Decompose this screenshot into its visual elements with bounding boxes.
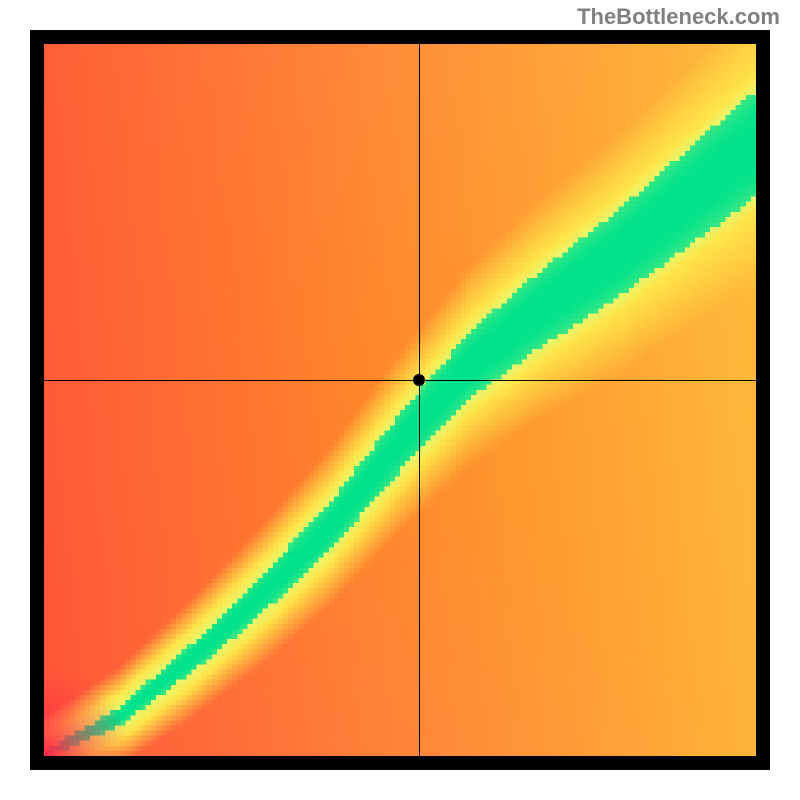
marker-dot [413,374,425,386]
chart-plot-area [30,30,770,770]
crosshair-horizontal [44,380,756,381]
chart-container: TheBottleneck.com [0,0,800,800]
heatmap-canvas [44,44,756,756]
crosshair-vertical [419,44,420,756]
watermark-text: TheBottleneck.com [577,4,780,30]
